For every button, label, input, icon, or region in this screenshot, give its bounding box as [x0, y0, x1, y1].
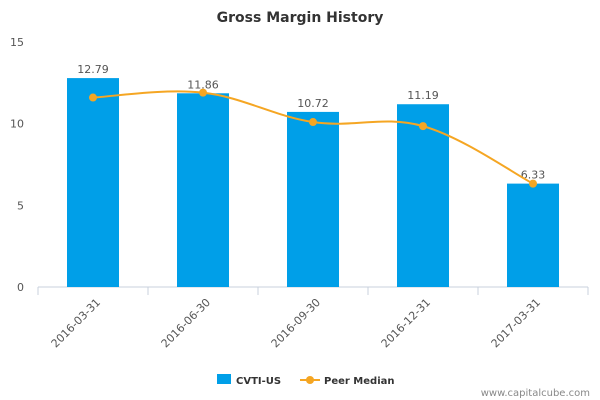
chart-title: Gross Margin History [217, 10, 384, 26]
bar-value-label: 6.33 [521, 169, 546, 182]
peer-median-point [199, 88, 207, 97]
legend-label-peer: Peer Median [324, 376, 395, 387]
bar-value-label: 11.86 [187, 78, 219, 91]
peer-median-point [419, 122, 427, 131]
watermark: www.capitalcube.com [481, 388, 590, 399]
y-tick-label: 0 [17, 281, 24, 294]
bar-series [67, 78, 559, 287]
bar-value-label: 12.79 [77, 63, 109, 76]
bar-2017-03-31 [507, 183, 559, 287]
x-tick-label: 2016-09-30 [269, 296, 323, 350]
y-axis-ticks: 0 5 10 15 [10, 36, 24, 294]
legend-label-cvti: CVTI-US [236, 376, 281, 387]
x-tick-label: 2016-12-31 [379, 296, 433, 350]
bar-2016-06-30 [177, 93, 229, 287]
bar-data-labels: 12.79 11.86 10.72 11.19 6.33 [77, 63, 545, 182]
x-axis-tick-marks [37, 287, 589, 295]
x-axis-labels: 2016-03-31 2016-06-30 2016-09-30 2016-12-31… [49, 296, 543, 350]
peer-median-series [89, 88, 537, 188]
legend-swatch-peer-dot [306, 376, 314, 384]
peer-median-point [89, 93, 97, 102]
bar-2016-12-31 [397, 104, 449, 287]
y-tick-label: 15 [10, 36, 24, 49]
bar-2016-09-30 [287, 111, 339, 287]
peer-median-point [309, 118, 317, 127]
bar-value-label: 10.72 [297, 97, 329, 110]
x-tick-label: 2017-03-31 [489, 296, 543, 350]
legend-swatch-cvti [217, 374, 231, 384]
y-tick-label: 10 [10, 118, 24, 131]
y-tick-label: 5 [17, 199, 24, 212]
legend: CVTI-US Peer Median [217, 374, 395, 387]
bar-value-label: 11.19 [407, 89, 439, 102]
peer-median-point [529, 179, 537, 188]
x-tick-label: 2016-06-30 [159, 296, 213, 350]
x-tick-label: 2016-03-31 [49, 296, 103, 350]
bar-2016-03-31 [67, 78, 119, 287]
